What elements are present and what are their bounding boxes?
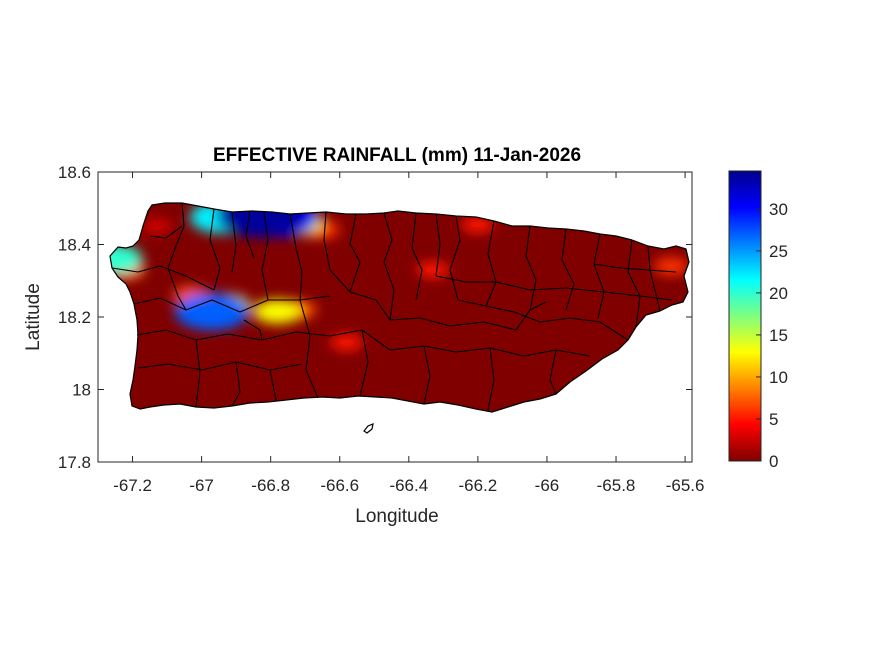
- colorbar-gradient: [728, 170, 762, 462]
- municipality-boundary: [525, 225, 537, 311]
- rain-cell: [461, 216, 495, 233]
- municipality-boundary: [561, 228, 575, 311]
- x-axis-ticks: -67.2 -67 -66.8 -66.6 -66.4 -66.2 -66 -65.8 -65.…: [113, 172, 704, 495]
- rain-cell: [142, 219, 172, 234]
- municipality-boundary: [323, 211, 331, 271]
- colorbar-tick-label: 20: [769, 284, 788, 303]
- municipality-boundary: [133, 295, 331, 313]
- colorbar-tick-label: 30: [769, 200, 788, 219]
- municipality-boundary: [359, 329, 369, 397]
- x-tick-label: -66.4: [389, 476, 428, 495]
- municipality-boundary: [361, 329, 591, 357]
- x-tick-label: -66.8: [251, 476, 290, 495]
- y-tick-label: 17.8: [58, 453, 91, 472]
- municipality-boundary: [457, 299, 629, 341]
- rain-cell: [110, 243, 143, 275]
- municipality-boundary: [209, 208, 221, 291]
- rain-cell: [416, 261, 450, 279]
- municipality-boundary: [289, 213, 303, 301]
- y-axis-label: Latitude: [23, 283, 44, 351]
- y-tick-label: 18.6: [58, 163, 91, 182]
- municipality-boundary: [411, 212, 423, 301]
- municipality-boundary: [231, 361, 241, 407]
- municipality-boundary: [137, 361, 303, 371]
- municipality-boundary: [487, 347, 495, 411]
- municipality-boundary: [435, 213, 441, 277]
- municipality-boundary: [647, 245, 661, 312]
- islet-caja-de-muertos: [363, 423, 374, 434]
- municipality-boundary: [593, 233, 605, 319]
- x-axis-label: Longitude: [355, 506, 438, 527]
- x-tick-label: -66.6: [320, 476, 359, 495]
- municipality-boundary: [383, 212, 395, 321]
- rain-cell: [330, 334, 364, 351]
- municipality-boundary: [329, 269, 517, 331]
- rain-cell: [174, 292, 250, 331]
- municipality-boundary: [485, 220, 497, 307]
- municipality-boundaries: [111, 202, 677, 411]
- municipality-boundary: [261, 211, 269, 301]
- colorbar-ticks: 0 5 10 15 20 25 30: [756, 200, 788, 471]
- colorbar-tick-label: 25: [769, 242, 788, 261]
- municipality-boundary: [231, 211, 237, 273]
- rainfall-overlay: [110, 203, 689, 351]
- municipality-boundary: [167, 267, 187, 311]
- rain-cell: [653, 257, 689, 276]
- map-layer: [109, 202, 690, 434]
- x-tick-label: -65.6: [666, 476, 705, 495]
- municipality-boundary: [449, 215, 461, 301]
- coastline: [109, 202, 690, 413]
- municipality-boundary: [435, 275, 673, 301]
- chart-title: EFFECTIVE RAINFALL (mm) 11-Jan-2026: [213, 145, 581, 166]
- x-tick-label: -66.2: [459, 476, 498, 495]
- y-tick-label: 18.2: [58, 308, 91, 327]
- municipality-boundary: [167, 202, 185, 269]
- municipality-boundary: [243, 319, 263, 341]
- municipality-boundary: [349, 213, 361, 293]
- colorbar: 0 5 10 15 20 25 30: [728, 170, 788, 471]
- x-tick-label: -65.8: [597, 476, 636, 495]
- colorbar-tick-label: 0: [769, 452, 778, 471]
- x-tick-label: -66: [535, 476, 560, 495]
- municipality-boundary: [136, 329, 363, 341]
- municipality-boundary: [423, 345, 431, 405]
- municipality-boundary: [549, 349, 557, 395]
- municipality-boundary: [269, 369, 277, 401]
- municipality-boundary: [515, 301, 547, 331]
- x-tick-label: -67.2: [113, 476, 152, 495]
- municipality-boundary: [195, 339, 201, 408]
- x-tick-label: -67: [189, 476, 214, 495]
- municipality-boundary: [111, 265, 215, 291]
- colorbar-tick-label: 15: [769, 326, 788, 345]
- municipality-boundary: [149, 225, 183, 239]
- municipality-boundary: [593, 263, 677, 273]
- island-shape: [110, 203, 689, 412]
- y-tick-label: 18.4: [58, 236, 91, 255]
- municipality-boundary: [245, 210, 255, 259]
- colorbar-tick-label: 5: [769, 410, 778, 429]
- rain-cell: [253, 299, 302, 324]
- colorbar-tick-label: 10: [769, 368, 788, 387]
- y-axis-ticks: 17.8 18 18.2 18.4 18.6: [58, 163, 692, 472]
- municipality-boundary: [299, 299, 319, 399]
- y-tick-label: 18: [72, 381, 91, 400]
- municipality-boundary: [627, 239, 641, 328]
